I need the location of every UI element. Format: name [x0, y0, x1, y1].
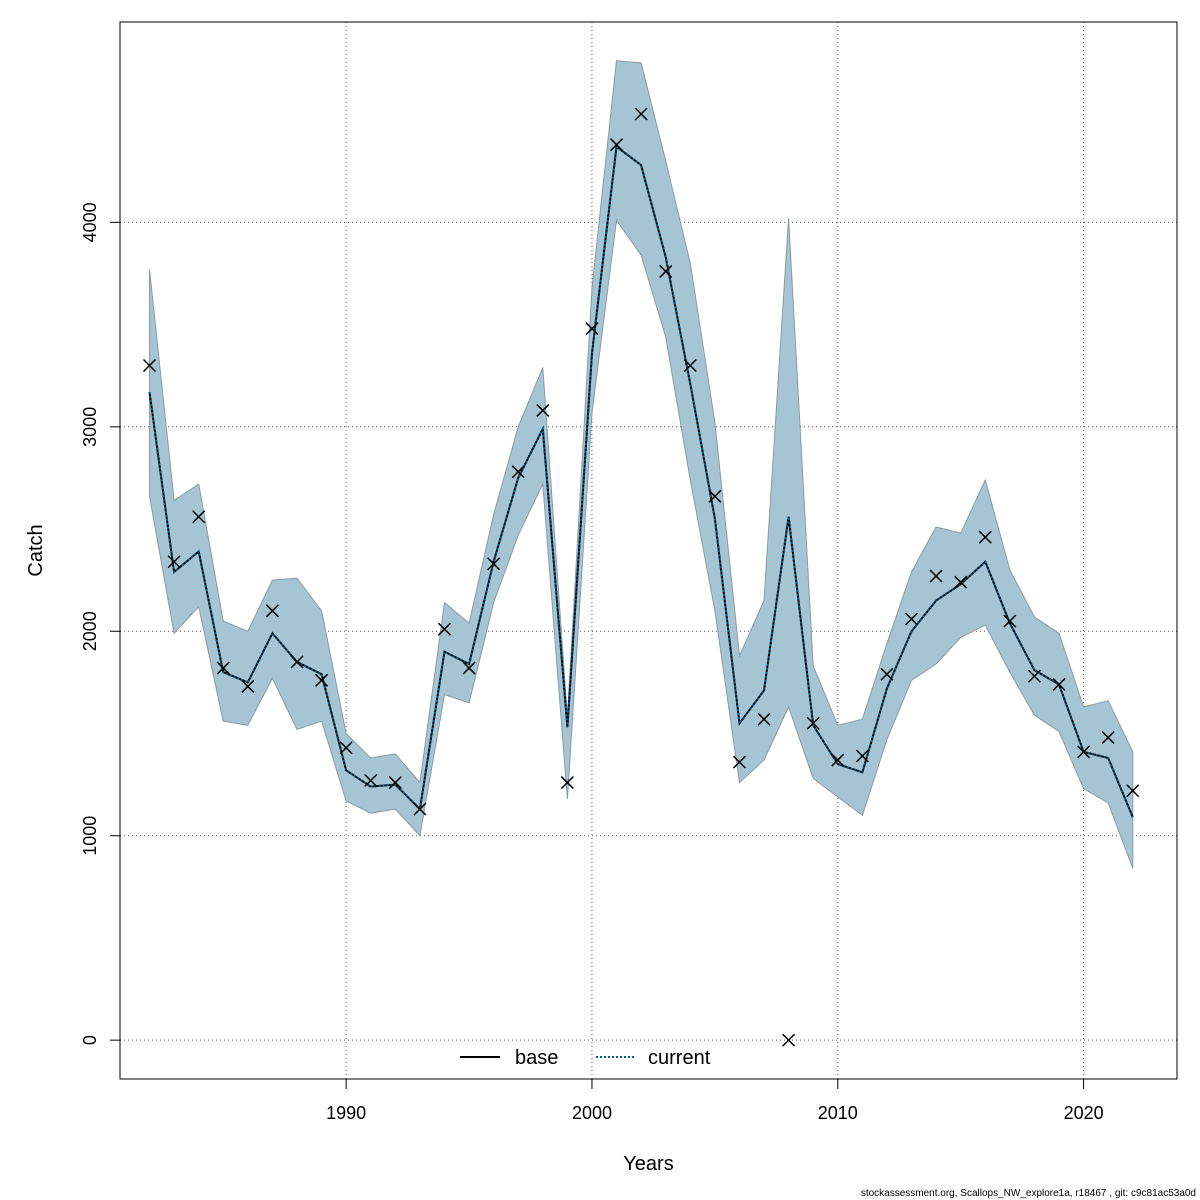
observation-point: [806, 716, 820, 730]
legend-label-current: current: [648, 1047, 711, 1069]
x-tick-label: 2000: [572, 1103, 612, 1123]
observation-point: [1052, 677, 1066, 691]
observation-point: [388, 776, 402, 790]
observation-point: [487, 557, 501, 571]
observation-point: [1101, 731, 1115, 745]
confidence-band-area: [149, 60, 1134, 869]
observation-point: [708, 489, 722, 503]
observation-point: [437, 622, 452, 636]
observation-point: [585, 322, 599, 336]
observation-point: [1126, 784, 1140, 798]
observation-point: [831, 753, 845, 767]
y-tick-label: 1000: [80, 816, 100, 856]
observation-point: [536, 403, 550, 417]
y-tick-label: 4000: [80, 202, 100, 242]
observation-point: [1027, 669, 1041, 683]
observation-point: [904, 612, 919, 626]
observation-point: [610, 138, 624, 152]
observation-point: [339, 741, 353, 755]
observation-point: [241, 679, 255, 693]
x-axis-label: Years: [623, 1153, 673, 1175]
y-tick-label: 0: [80, 1035, 100, 1045]
y-axis-label: Catch: [25, 524, 47, 576]
observation-point: [216, 661, 230, 675]
legend: base current: [460, 1047, 711, 1069]
y-tick-label: 3000: [80, 407, 100, 447]
y-tick-label: 2000: [80, 611, 100, 651]
series-lines: [148, 144, 1134, 818]
confidence-band: [149, 60, 1134, 869]
observation-point: [167, 555, 181, 569]
observation-point: [929, 569, 943, 583]
observation-point: [757, 712, 771, 726]
observation-point: [142, 358, 157, 373]
footer-note: stockassessment.org, Scallops_NW_explore…: [861, 1188, 1196, 1199]
observation-point: [782, 1033, 796, 1047]
observation-point: [855, 749, 869, 763]
x-tick-label: 2020: [1064, 1103, 1104, 1123]
observation-point: [634, 107, 648, 121]
plot-frame: [119, 21, 1178, 1080]
observation-point: [1003, 614, 1017, 628]
observation-point: [560, 776, 574, 790]
series-line-current: [148, 144, 1134, 818]
observation-point: [880, 667, 894, 681]
x-tick-label: 1990: [326, 1103, 366, 1123]
observation-point: [683, 358, 697, 373]
observation-point: [462, 661, 476, 675]
observation-point: [315, 673, 329, 687]
observation-point: [413, 802, 427, 816]
observation-markers: [142, 107, 1140, 1047]
observation-point: [732, 755, 746, 769]
observation-point: [265, 604, 279, 618]
observation-point: [954, 575, 968, 589]
observation-point: [290, 655, 304, 669]
observation-point: [978, 530, 992, 544]
x-tick-label: 2010: [818, 1103, 858, 1123]
x-axis: 1990 2000 2010 2020: [326, 1079, 1104, 1123]
observation-point: [659, 264, 673, 278]
observation-point: [511, 465, 525, 479]
observation-point: [192, 510, 206, 524]
y-axis: 0 1000 2000 3000 4000: [80, 202, 120, 1045]
legend-label-base: base: [515, 1047, 558, 1069]
observation-point: [364, 773, 378, 788]
observation-point: [1077, 745, 1091, 759]
